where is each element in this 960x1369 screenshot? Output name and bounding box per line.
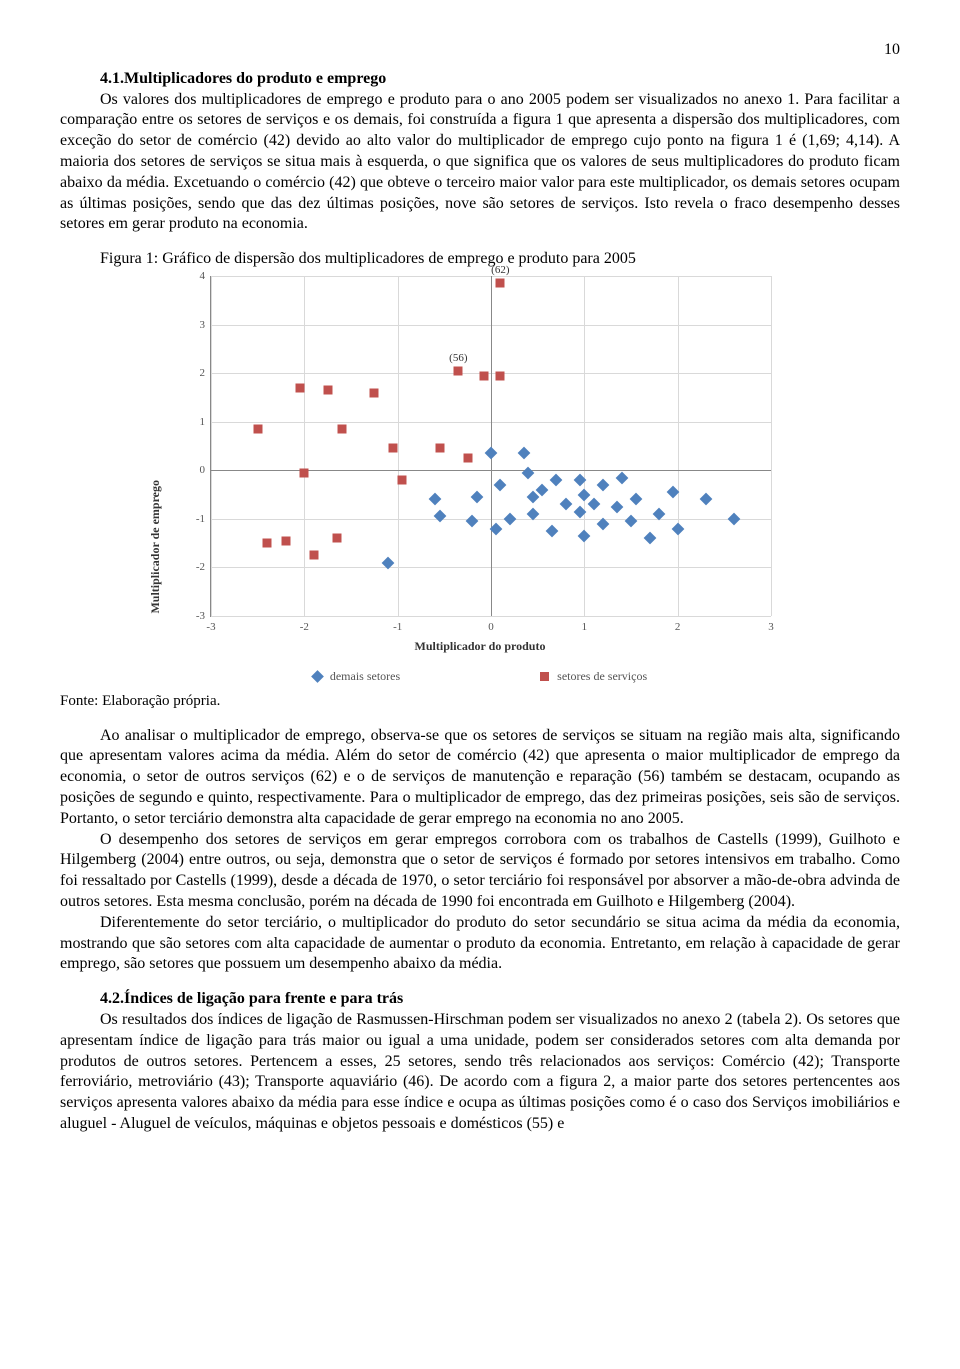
scatter-point: [389, 444, 398, 453]
scatter-point: [517, 447, 530, 460]
scatter-point: [433, 510, 446, 523]
section-4-2-heading: 4.2.Índices de ligação para frente e par…: [60, 989, 900, 1010]
scatter-point: [435, 444, 444, 453]
scatter-point: [611, 500, 624, 513]
y-tick-label: 4: [200, 269, 206, 283]
legend-item: demais setores: [313, 669, 400, 685]
post-figure-paragraph: Ao analisar o multiplicador de emprego, …: [60, 726, 900, 830]
scatter-point: [309, 551, 318, 560]
scatter-point: [550, 474, 563, 487]
x-tick-label: 3: [768, 620, 774, 634]
scatter-point: [615, 471, 628, 484]
scatter-point: [480, 371, 489, 380]
scatter-point: [522, 466, 535, 479]
figure-1-source: Fonte: Elaboração própria.: [60, 692, 900, 712]
scatter-point: [333, 534, 342, 543]
scatter-point: [578, 529, 591, 542]
scatter-point: [629, 493, 642, 506]
scatter-point: [463, 454, 472, 463]
y-tick-label: 2: [200, 366, 206, 380]
scatter-point: [494, 478, 507, 491]
scatter-point: [429, 493, 442, 506]
y-tick-label: 3: [200, 317, 206, 331]
scatter-point: [727, 512, 740, 525]
x-tick-label: 2: [675, 620, 681, 634]
scatter-point: [699, 493, 712, 506]
y-tick-label: 1: [200, 415, 206, 429]
scatter-point: [281, 536, 290, 545]
y-axis-title: Multiplicador de emprego: [148, 480, 164, 614]
post-figure-paragraph: O desempenho dos setores de serviços em …: [60, 830, 900, 913]
scatter-point: [398, 475, 407, 484]
x-tick-label: -2: [300, 620, 309, 634]
chart-legend: demais setores setores de serviços: [160, 669, 800, 685]
section-4-1-heading: 4.1.Multiplicadores do produto e emprego: [60, 69, 900, 90]
scatter-point: [253, 424, 262, 433]
scatter-point: [559, 498, 572, 511]
legend-label: demais setores: [330, 669, 400, 685]
x-axis-title: Multiplicador do produto: [160, 639, 800, 655]
x-tick-label: 1: [582, 620, 588, 634]
scatter-point: [471, 491, 484, 504]
x-tick-label: -3: [206, 620, 215, 634]
scatter-point: [578, 488, 591, 501]
section-4-1-body: Os valores dos multiplicadores de empreg…: [60, 90, 900, 236]
scatter-point: [536, 483, 549, 496]
scatter-point: [263, 539, 272, 548]
y-tick-label: 0: [200, 463, 206, 477]
legend-label: setores de serviços: [557, 669, 647, 685]
scatter-point: [485, 447, 498, 460]
scatter-point: [295, 383, 304, 392]
x-tick-label: 0: [488, 620, 494, 634]
scatter-point: [496, 371, 505, 380]
scatter-point: [597, 478, 610, 491]
point-label: (56): [449, 351, 467, 365]
point-label: (62): [491, 263, 509, 277]
page-number: 10: [60, 40, 900, 61]
scatter-point: [496, 279, 505, 288]
scatter-point: [545, 525, 558, 538]
legend-marker-icon: [540, 672, 549, 681]
scatter-point: [370, 388, 379, 397]
scatter-point: [466, 515, 479, 528]
scatter-point: [671, 522, 684, 535]
y-tick-label: -1: [196, 512, 205, 526]
y-tick-label: -2: [196, 560, 205, 574]
scatter-point: [454, 366, 463, 375]
scatter-point: [587, 498, 600, 511]
figure-1-chart: Multiplicador de emprego -3-2-10123-3-2-…: [160, 276, 800, 684]
section-4-2-body: Os resultados dos índices de ligação de …: [60, 1010, 900, 1135]
x-tick-label: -1: [393, 620, 402, 634]
scatter-point: [337, 424, 346, 433]
y-tick-label: -3: [196, 609, 205, 623]
scatter-plot-area: -3-2-10123-3-2-101234(62)(56): [210, 276, 771, 617]
legend-marker-icon: [311, 670, 324, 683]
post-figure-paragraph: Diferentemente do setor terciário, o mul…: [60, 913, 900, 975]
scatter-point: [300, 468, 309, 477]
scatter-point: [323, 386, 332, 395]
figure-1-caption: Figura 1: Gráfico de dispersão dos multi…: [60, 249, 900, 270]
scatter-point: [503, 512, 516, 525]
scatter-point: [643, 532, 656, 545]
legend-item: setores de serviços: [540, 669, 647, 685]
scatter-point: [625, 515, 638, 528]
